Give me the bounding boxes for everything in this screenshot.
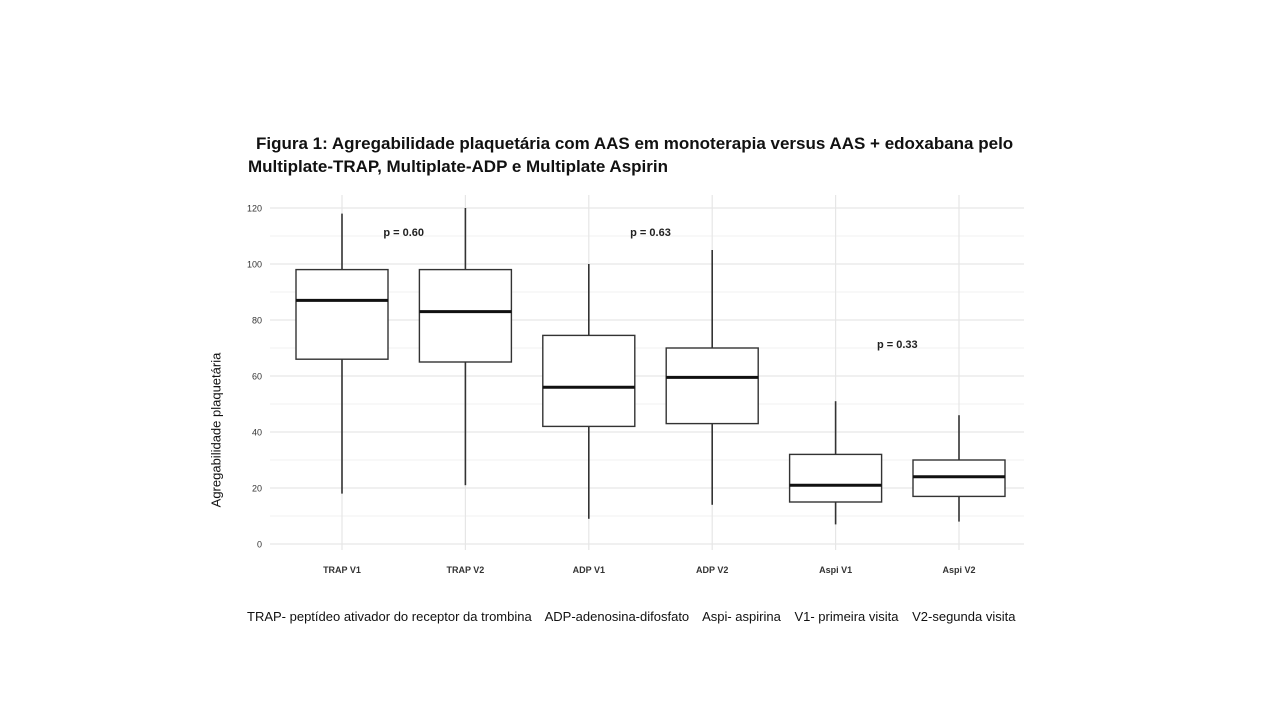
p-value-annotation: p = 0.60 bbox=[383, 227, 424, 239]
x-tick-label: TRAP V2 bbox=[446, 565, 484, 575]
figure-title-line2: Multiplate-TRAP, Multiplate-ADP e Multip… bbox=[248, 157, 668, 176]
figure-title: Figura 1: Agregabilidade plaquetária com… bbox=[248, 132, 1068, 178]
y-tick-label: 40 bbox=[252, 428, 262, 438]
x-tick-label: Aspi V2 bbox=[942, 565, 975, 575]
x-tick-label: ADP V1 bbox=[573, 565, 605, 575]
iqr-box bbox=[542, 334, 636, 428]
y-tick-label: 60 bbox=[252, 372, 262, 382]
p-value-annotation: p = 0.33 bbox=[877, 339, 918, 351]
iqr-box bbox=[665, 347, 759, 425]
footnote-v2: V2-segunda visita bbox=[912, 609, 1016, 624]
footnote-v1: V1- primeira visita bbox=[794, 609, 899, 624]
x-tick-label: ADP V2 bbox=[696, 565, 728, 575]
iqr-box bbox=[788, 453, 883, 503]
footnote: TRAP- peptídeo ativador do receptor da t… bbox=[247, 609, 1025, 624]
y-tick-label: 0 bbox=[257, 540, 262, 550]
x-tick-label: Aspi V1 bbox=[819, 565, 852, 575]
iqr-box bbox=[295, 268, 389, 360]
y-tick-label: 20 bbox=[252, 484, 262, 494]
p-value-annotation: p = 0.63 bbox=[630, 227, 671, 239]
footnote-trap: TRAP- peptídeo ativador do receptor da t… bbox=[247, 609, 532, 624]
y-tick-label: 80 bbox=[252, 316, 262, 326]
x-tick-label: TRAP V1 bbox=[323, 565, 361, 575]
y-tick-label: 120 bbox=[247, 204, 262, 214]
footnote-adp: ADP-adenosina-difosfato bbox=[544, 609, 690, 624]
footnote-aspi: Aspi- aspirina bbox=[702, 609, 781, 624]
figure-title-line1: Figura 1: Agregabilidade plaquetária com… bbox=[256, 134, 1014, 153]
iqr-box bbox=[418, 268, 513, 363]
y-tick-label: 100 bbox=[247, 260, 262, 270]
